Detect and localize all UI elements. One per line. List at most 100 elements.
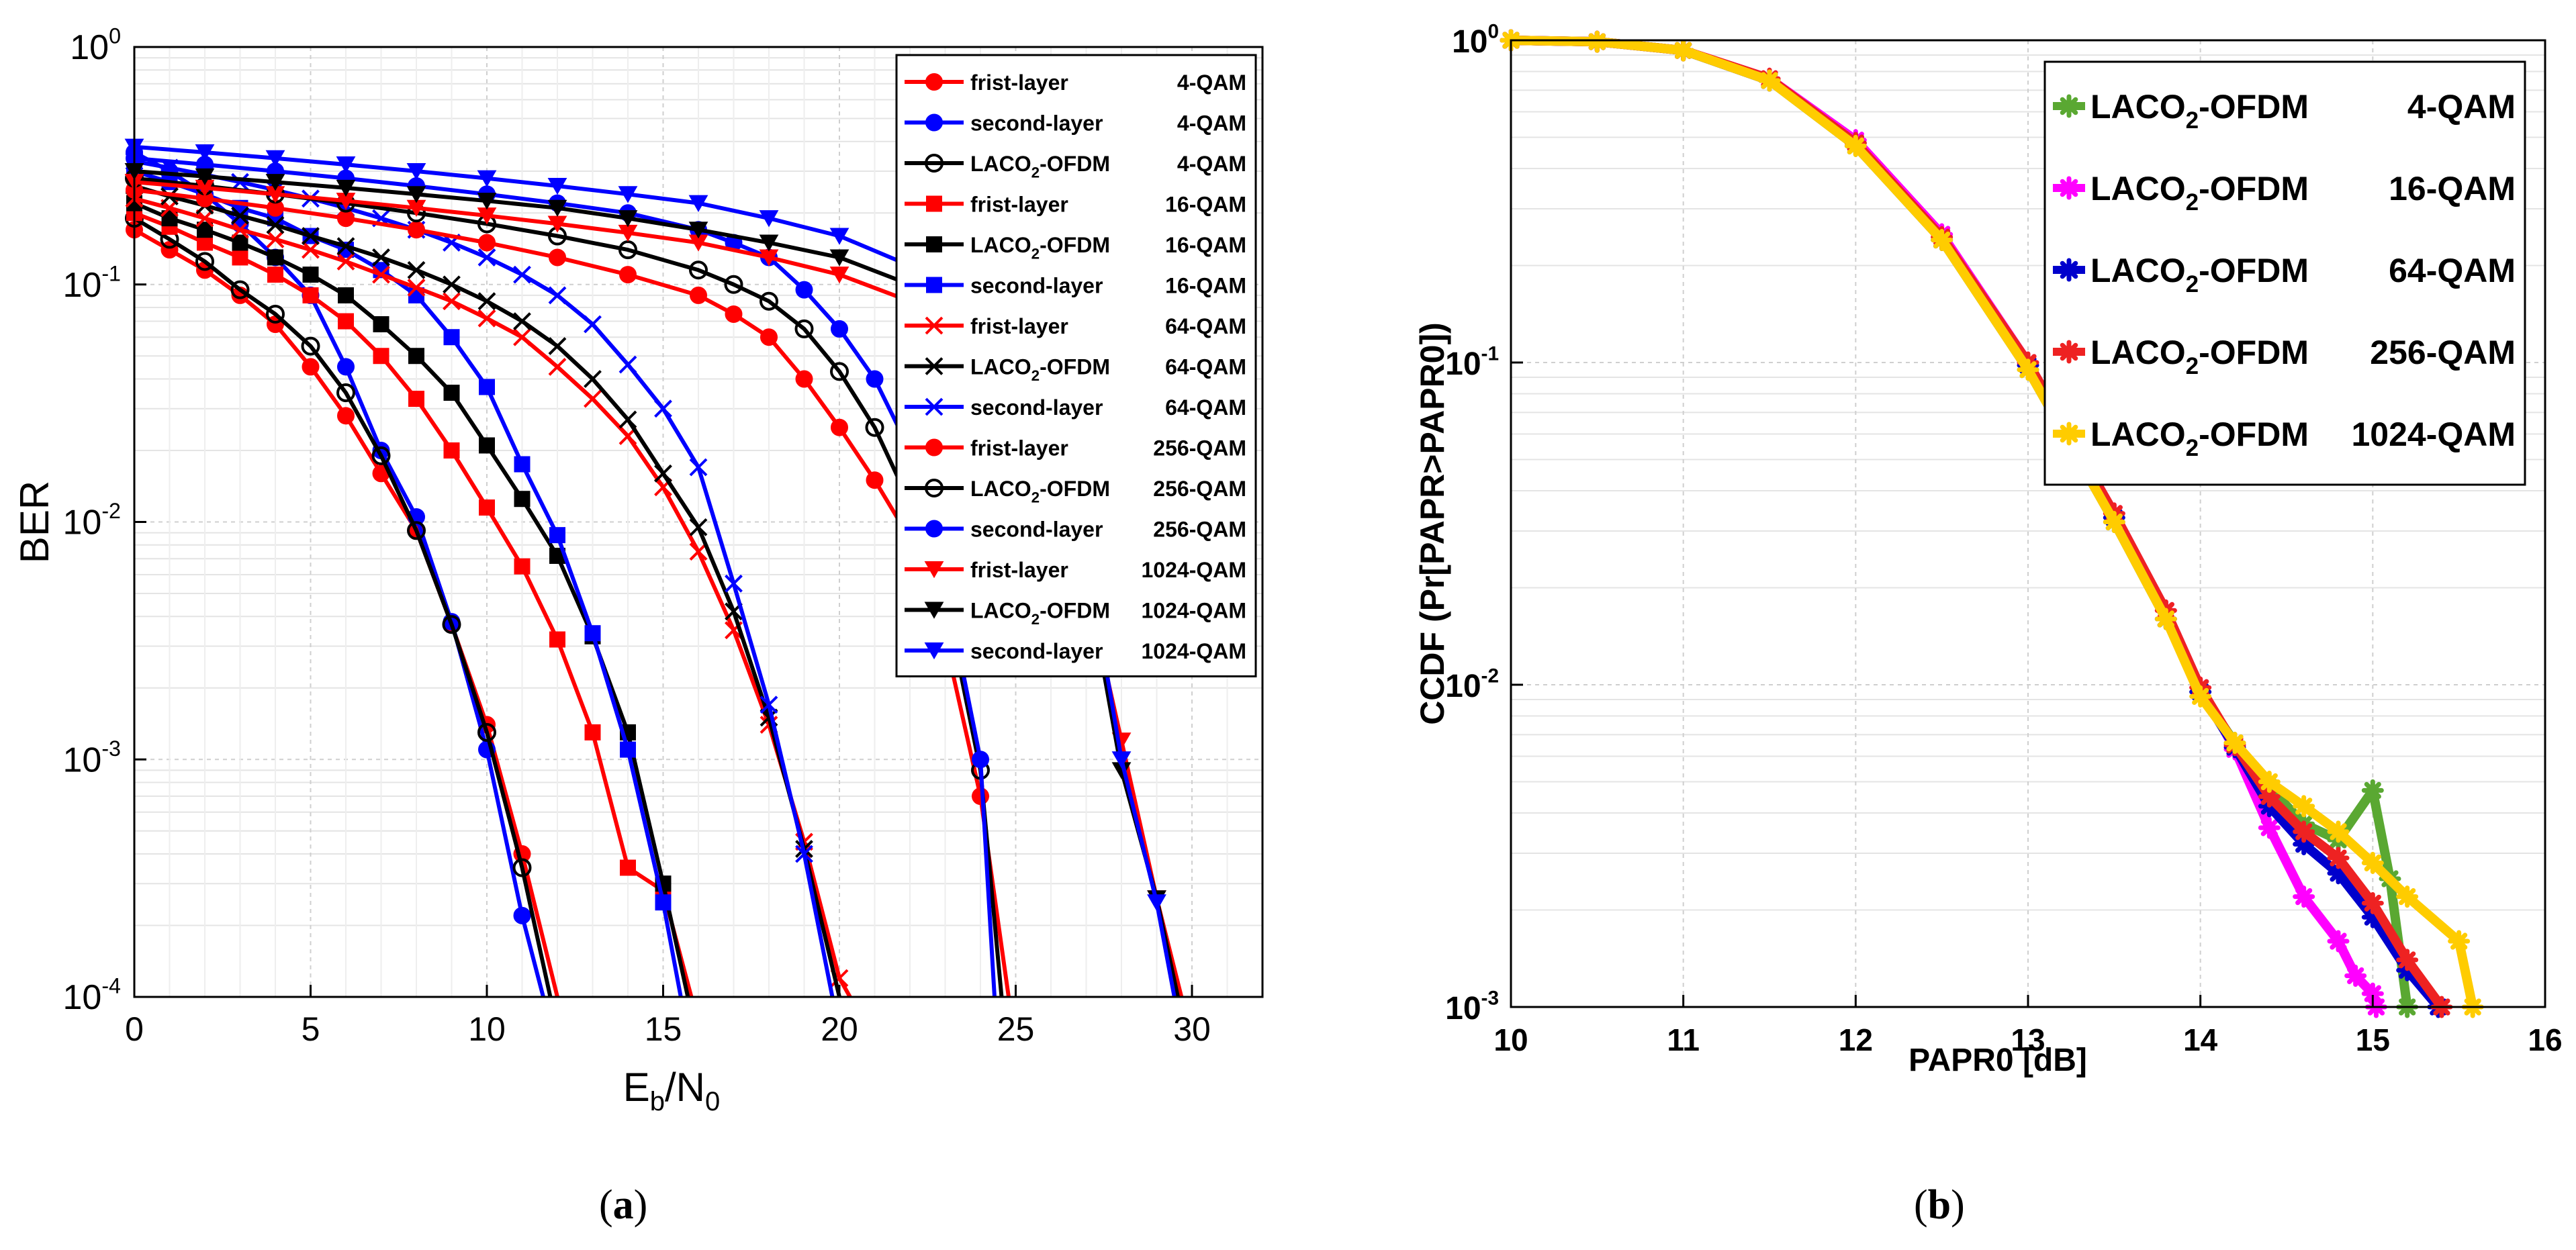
legend-box — [2043, 60, 2526, 486]
legend-marker-3 — [2057, 340, 2081, 364]
data-point-12-5 — [477, 207, 497, 225]
data-point-3-10 — [479, 499, 495, 516]
legend-mod-2: 4-QAM — [1177, 152, 1246, 176]
data-point-7-3 — [231, 206, 249, 225]
legend-name-2-part1: 2 — [1031, 164, 1040, 181]
x-tick-label: 5 — [302, 1010, 320, 1048]
data-point-7-4 — [266, 215, 285, 234]
legend-name-12: frist-layer — [970, 558, 1068, 582]
ccdf-point-2-14 — [2361, 906, 2384, 928]
data-point-5-12 — [549, 527, 565, 544]
legend-name-4-part0: LACO — [970, 233, 1031, 257]
data-point-14-10 — [829, 228, 849, 245]
data-point-5-15 — [655, 894, 672, 911]
data-point-11-11 — [795, 281, 813, 299]
data-point-3-7 — [373, 348, 389, 365]
x-tick-label: 10 — [468, 1010, 506, 1048]
y-axis-label: CCDF (Pr[PAPR>PAPR0]) — [1414, 322, 1451, 725]
x-axis-label-part: /N — [665, 1065, 705, 1110]
y-tick-label-exp: 0 — [1487, 20, 1499, 42]
data-point-2-10 — [477, 722, 496, 742]
x-tick-label: 20 — [821, 1010, 858, 1048]
legend-name-2: LACO2-OFDM — [2090, 252, 2309, 297]
legend-mod-0: 4-QAM — [2407, 88, 2516, 126]
legend-name-7: LACO2-OFDM — [970, 355, 1110, 385]
legend-name-8: second-layer — [970, 395, 1103, 420]
legend-marker-1 — [2057, 176, 2081, 200]
ccdf-point-4-15 — [2396, 885, 2419, 908]
x-tick-label: 15 — [2356, 1022, 2390, 1057]
y-tick-label-base: 10 — [62, 266, 101, 305]
data-point-13-16 — [1111, 762, 1132, 779]
legend-marker-9 — [925, 438, 943, 456]
data-point-2-5 — [301, 336, 320, 356]
ccdf-point-1-11 — [2258, 816, 2281, 839]
data-point-3-9 — [443, 442, 460, 459]
y-tick-label: 10-1 — [1445, 342, 1499, 382]
legend-name-1: LACO2-OFDM — [2090, 170, 2309, 215]
legend-mod-5: 16-QAM — [1165, 274, 1246, 298]
ccdf-point-4-2 — [1672, 39, 1695, 62]
data-point-5-13 — [584, 625, 601, 642]
x-axis-label: PAPR0 [dB] — [1908, 1043, 2087, 1078]
data-point-3-3 — [232, 249, 248, 266]
y-tick-label-base: 10 — [62, 740, 101, 779]
legend-name-4-part2: -OFDM — [1040, 233, 1110, 257]
legend-name-10-part2: -OFDM — [1040, 477, 1110, 501]
legend-marker-13 — [924, 602, 944, 619]
data-point-12-3 — [336, 193, 356, 210]
legend-name-13: LACO2-OFDM — [970, 599, 1110, 628]
data-point-2-2 — [195, 252, 214, 271]
data-point-8-19 — [795, 845, 813, 863]
y-tick-label-base: 10 — [1452, 24, 1487, 60]
ccdf-point-2-13 — [2327, 862, 2350, 885]
legend-mod-6: 64-QAM — [1165, 314, 1246, 338]
legend-name-1: second-layer — [970, 111, 1103, 136]
legend-name-7-part0: LACO — [970, 355, 1031, 379]
data-point-4-11 — [514, 491, 531, 508]
legend-name-3-part2: -OFDM — [2199, 334, 2309, 371]
data-point-12-8 — [688, 234, 708, 252]
legend-mod-0: 4-QAM — [1177, 70, 1246, 95]
legend-name-6: frist-layer — [970, 314, 1068, 338]
legend-name-2-part0: LACO — [2090, 252, 2186, 289]
y-tick-label-exp: 0 — [109, 24, 121, 48]
data-point-8-10 — [477, 248, 496, 267]
legend-name-5: second-layer — [970, 274, 1103, 298]
data-point-13-4 — [406, 186, 426, 203]
legend-mod-3: 16-QAM — [1165, 193, 1246, 217]
data-point-6-9 — [443, 292, 461, 311]
y-tick-label: 10-2 — [62, 499, 121, 542]
data-point-9-3 — [337, 209, 355, 228]
data-point-8-16 — [689, 458, 708, 477]
y-tick-label: 10-1 — [62, 261, 121, 304]
ccdf-point-3-11 — [2258, 785, 2281, 808]
ccdf-point-4-9 — [2189, 685, 2212, 708]
data-point-8-15 — [654, 399, 672, 418]
legend-name-1-part2: -OFDM — [2199, 170, 2309, 207]
data-point-12-6 — [547, 215, 567, 233]
ccdf-point-1-12 — [2293, 885, 2315, 908]
data-point-9-10 — [760, 328, 778, 346]
data-point-12-2 — [265, 186, 285, 203]
legend-name-10-part0: LACO — [970, 477, 1031, 501]
ccdf-point-3-13 — [2327, 847, 2350, 869]
data-point-2-3 — [230, 280, 250, 299]
ccdf-point-1-13 — [2327, 930, 2350, 953]
legend-name-13-part1: 2 — [1031, 611, 1040, 628]
data-point-6-11 — [513, 328, 531, 346]
y-tick-label: 10-4 — [62, 974, 121, 1017]
y-tick-label: 10-3 — [62, 736, 121, 779]
ccdf-point-4-12 — [2293, 795, 2315, 818]
data-point-2-4 — [266, 304, 285, 324]
data-point-9-6 — [549, 248, 566, 267]
data-point-2-11 — [512, 858, 532, 877]
data-point-8-13 — [584, 315, 602, 334]
data-point-7-16 — [689, 518, 708, 536]
legend-name-7-part2: -OFDM — [1040, 355, 1110, 379]
x-tick-label: 15 — [645, 1010, 682, 1048]
legend-marker-4 — [926, 236, 942, 252]
data-point-6-8 — [407, 279, 426, 297]
